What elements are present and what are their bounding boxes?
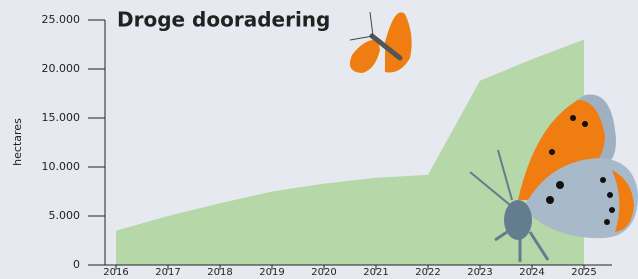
x-tick-label: 2025 — [571, 267, 596, 278]
y-tick-label: 0 — [73, 258, 80, 271]
x-tick-label: 2016 — [103, 267, 128, 278]
y-tick-label: 15.000 — [42, 111, 81, 124]
x-tick-label: 2023 — [467, 267, 492, 278]
x-tick-label: 2017 — [155, 267, 180, 278]
x-tick-label: 2018 — [207, 267, 232, 278]
y-tick-label: 10.000 — [42, 160, 81, 173]
x-tick-label: 2020 — [311, 267, 336, 278]
x-tick-label: 2022 — [415, 267, 440, 278]
page: {"chart_data": {"type": "area", "title":… — [0, 0, 638, 279]
chart: Droge dooradering hectares 0 5.000 10.000 1… — [0, 0, 638, 279]
y-tick-label: 25.000 — [42, 13, 81, 26]
y-tick-label: 5.000 — [49, 209, 81, 222]
x-tick-label: 2019 — [259, 267, 284, 278]
y-tick-label: 20.000 — [42, 62, 81, 75]
x-tick-label: 2024 — [519, 267, 544, 278]
chart-title: Droge dooradering — [117, 8, 330, 32]
x-tick-label: 2021 — [363, 267, 388, 278]
y-axis-label: hectares — [11, 118, 24, 166]
